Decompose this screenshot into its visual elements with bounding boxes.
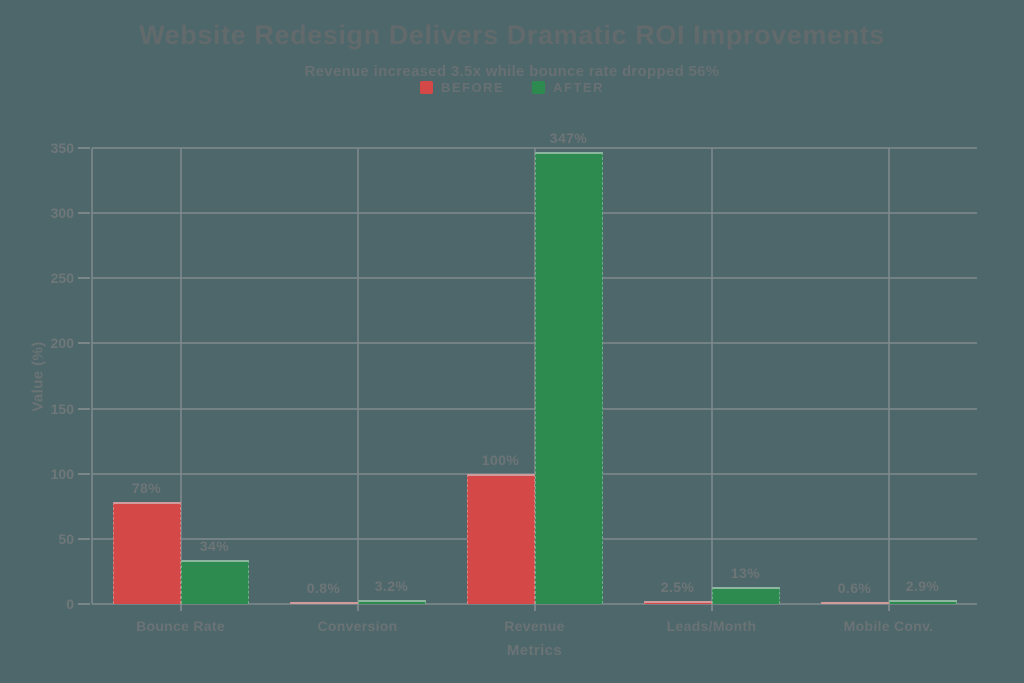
bar-value-label: 0.8% [306,580,341,596]
x-tick-mark [710,604,713,611]
chart-title: Website Redesign Delivers Dramatic ROI I… [139,20,885,50]
x-tick-mark [887,604,890,611]
y-tick-mark [78,603,90,605]
gridline-x-3 [710,148,713,604]
bar-after-3 [711,587,780,604]
x-tick-label: Revenue [504,618,565,634]
legend-swatch-before [419,81,433,94]
x-tick-mark [179,604,182,611]
y-tick-label: 200 [50,335,74,352]
x-tick-label: Bounce Rate [136,618,225,634]
bar-before-0 [112,502,181,604]
y-tick-mark [78,407,90,410]
y-tick-label: 250 [50,270,74,287]
x-tick-label: Conversion [317,618,398,634]
x-tick-label: Mobile Conv. [843,618,934,634]
y-tick-mark [78,147,90,149]
legend-label: BEFORE [440,80,505,95]
gridline-x-1 [356,148,359,604]
y-tick-label: 100 [50,465,74,482]
bar-value-label: 2.5% [660,578,695,595]
bar-before-1 [289,602,358,604]
bar-before-2 [466,473,535,604]
bar-value-label: 13% [730,565,761,582]
bar-after-1 [357,599,426,604]
y-tick-mark [78,277,90,280]
y-tick-label: 0 [66,596,74,612]
bar-after-2 [534,151,603,604]
bar-before-3 [643,600,712,604]
y-tick-label: 350 [50,140,74,156]
gridline-x-0 [179,148,182,604]
bar-before-4 [820,602,889,604]
y-axis-line [91,148,93,604]
x-tick-mark [533,604,536,611]
bar-after-0 [180,559,249,604]
legend-swatch-after [532,81,546,94]
legend: BEFORE AFTER [0,80,1024,95]
y-tick-label: 300 [50,205,74,222]
bar-value-label: 2.9% [905,578,940,595]
chart-subtitle: Revenue increased 3.5x while bounce rate… [304,63,720,80]
bar-value-label: 100% [481,451,520,468]
gridline-x-4 [887,148,890,604]
x-axis-title: Metrics [506,642,563,659]
x-tick-mark [356,604,359,611]
bar-value-label: 347% [549,129,588,146]
legend-label: AFTER [553,80,604,95]
x-tick-label: Leads/Month [666,618,757,634]
bar-after-4 [888,600,957,604]
bar-value-label: 34% [199,537,230,554]
y-tick-mark [78,537,90,540]
y-tick-mark [78,472,90,475]
y-tick-mark [78,342,90,345]
bar-value-label: 3.2% [374,577,409,594]
y-tick-label: 50 [58,530,74,547]
bar-value-label: 78% [131,480,162,497]
plot-area: 0 50 100 150 200 250 300 350 Bounce Rate Conversi… [51,130,977,634]
bar-value-label: 0.6% [837,580,872,596]
y-tick-label: 150 [50,400,74,417]
legend-item-before: BEFORE [419,80,505,95]
legend-item-after: AFTER [532,80,604,95]
y-tick-mark [78,212,90,215]
